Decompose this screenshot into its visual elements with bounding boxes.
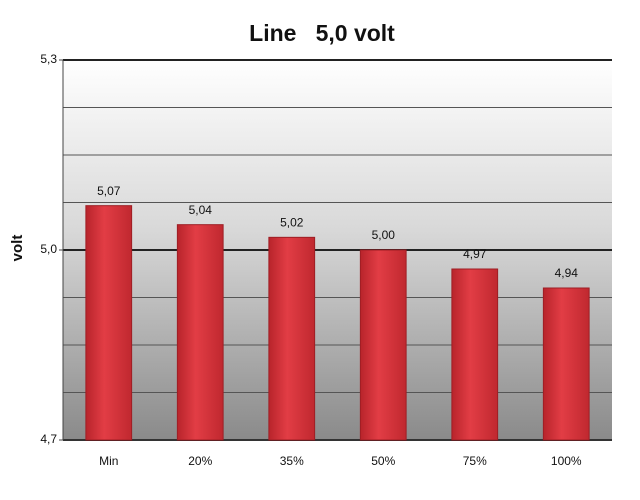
value-label: 4,94 <box>555 266 579 280</box>
bar <box>176 224 224 441</box>
value-label: 5,02 <box>280 216 304 230</box>
bar <box>542 287 590 441</box>
x-tick-label: 100% <box>551 454 582 468</box>
value-label: 5,04 <box>189 203 213 217</box>
value-label: 5,00 <box>372 228 396 242</box>
chart-title: Line 5,0 volt <box>249 20 395 46</box>
x-tick-label: 50% <box>371 454 395 468</box>
bar <box>85 205 133 441</box>
value-label: 5,07 <box>97 184 121 198</box>
y-axis-label: volt <box>9 235 26 262</box>
value-label: 4,97 <box>463 247 487 261</box>
x-tick-label: 35% <box>280 454 304 468</box>
y-tick-label: 5,3 <box>40 52 57 66</box>
bar <box>451 268 499 441</box>
bar <box>268 236 316 441</box>
x-tick-label: Min <box>99 454 118 468</box>
x-tick-label: 75% <box>463 454 487 468</box>
bar <box>359 249 407 441</box>
x-tick-label: 20% <box>188 454 212 468</box>
y-tick-label: 4,7 <box>40 432 57 446</box>
y-tick-label: 5,0 <box>40 242 57 256</box>
